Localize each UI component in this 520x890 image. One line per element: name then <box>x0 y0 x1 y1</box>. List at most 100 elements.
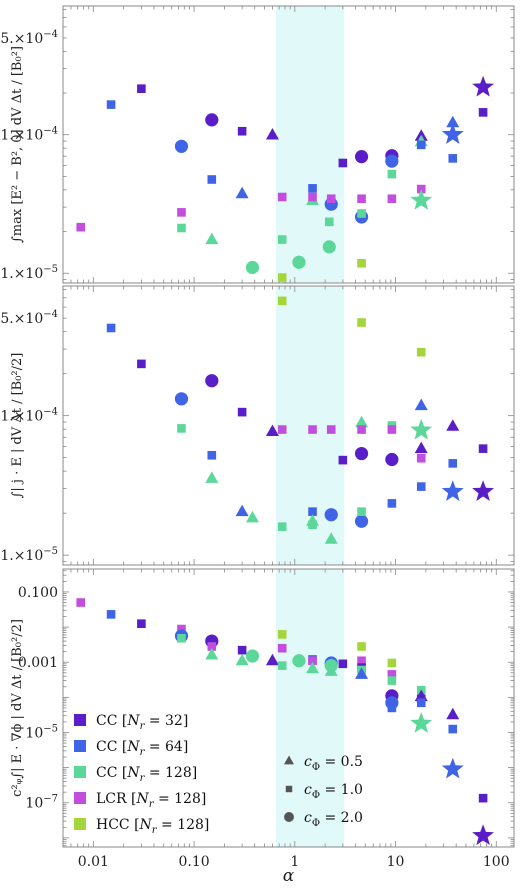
data-point <box>446 419 460 431</box>
x-tick-label: 1 <box>290 854 299 870</box>
legend-swatch <box>74 714 86 726</box>
data-point <box>277 643 287 653</box>
legend-swatch <box>74 792 86 804</box>
data-point <box>448 724 458 734</box>
y-tick-label: 1.×10−5 <box>0 546 58 564</box>
data-point <box>292 654 306 668</box>
panel-top: 1.×10−5 1.×10−4 5.×10−4∫max [E² − B², 0] d… <box>0 5 515 284</box>
legend-swatch <box>74 740 86 752</box>
data-point <box>237 126 247 136</box>
data-point <box>416 698 426 708</box>
data-point <box>441 480 464 502</box>
data-point <box>324 217 334 227</box>
data-point <box>177 208 186 217</box>
legend-marker <box>284 755 294 765</box>
legend-entry: HCC [Nr = 128] <box>96 817 209 836</box>
shaded-band <box>275 6 345 283</box>
data-point <box>205 232 219 245</box>
data-point <box>387 425 397 434</box>
data-point <box>472 480 495 502</box>
y-tick-label: 1.×10−4 <box>0 407 58 425</box>
legend-entry: cΦ = 2.0 <box>304 810 363 829</box>
data-point <box>277 661 287 670</box>
data-point <box>324 664 338 676</box>
data-point <box>174 139 189 153</box>
data-point <box>137 619 146 628</box>
data-point <box>338 659 348 669</box>
data-point <box>355 667 369 679</box>
legend: CC [Nr = 32] CC [Nr = 64] CC [Nr = 128] LCR… <box>74 713 363 836</box>
data-point <box>324 508 338 522</box>
data-point <box>387 169 397 179</box>
data-point <box>235 504 249 517</box>
data-point <box>106 323 116 333</box>
x-tick-label: 0.01 <box>78 854 109 870</box>
shaded-band <box>275 569 345 847</box>
y-tick-label: 10−7 <box>25 794 58 812</box>
data-point <box>416 140 426 150</box>
data-point <box>207 450 217 460</box>
data-point <box>338 455 348 465</box>
data-point <box>205 471 219 483</box>
data-point <box>354 446 369 461</box>
data-point <box>478 444 488 453</box>
legend-marker <box>284 812 294 822</box>
data-point <box>357 258 366 268</box>
data-point <box>205 374 219 388</box>
data-point <box>308 656 317 666</box>
data-point <box>338 158 348 168</box>
data-point <box>245 260 260 275</box>
data-point <box>385 154 399 168</box>
legend-entry: cΦ = 1.0 <box>304 782 363 801</box>
data-point <box>306 661 320 674</box>
data-point <box>326 194 336 204</box>
data-point <box>416 453 426 463</box>
data-point <box>324 532 338 544</box>
data-point <box>177 633 186 643</box>
y-axis-label: ∫max [E² − B², 0] dV Δt / [B₀²] <box>10 46 25 243</box>
data-point <box>207 175 217 184</box>
data-point <box>106 610 116 619</box>
data-point <box>265 128 279 140</box>
data-point <box>355 415 369 428</box>
data-point <box>292 255 306 269</box>
data-point <box>354 150 369 164</box>
data-point <box>387 658 397 668</box>
x-tick-label: 0.10 <box>178 854 209 870</box>
data-point <box>448 459 458 468</box>
legend-marker <box>285 785 293 793</box>
data-point <box>357 642 366 651</box>
data-point <box>410 712 433 733</box>
data-point <box>410 189 433 210</box>
data-point <box>308 425 317 434</box>
data-point <box>308 507 317 516</box>
data-point <box>245 510 259 523</box>
data-point <box>357 209 366 218</box>
data-point <box>137 84 146 93</box>
data-point <box>357 507 366 516</box>
data-point <box>277 273 287 282</box>
data-point <box>235 186 249 199</box>
data-point <box>387 194 397 204</box>
data-point <box>387 499 397 508</box>
data-point <box>410 418 433 440</box>
data-point <box>478 108 488 117</box>
data-point <box>237 407 247 417</box>
data-point <box>354 514 369 528</box>
data-point <box>237 645 247 655</box>
data-point <box>106 100 116 109</box>
data-point <box>308 184 317 193</box>
data-point <box>472 824 495 846</box>
data-point <box>326 425 336 434</box>
data-point <box>446 115 460 128</box>
legend-entry: LCR [Nr = 128] <box>96 791 206 810</box>
x-tick-label: 100 <box>483 854 510 870</box>
data-point <box>137 359 146 369</box>
data-point <box>416 482 426 491</box>
data-point <box>387 676 397 685</box>
data-point <box>357 318 366 327</box>
panel-bottom: 10−7 10−5 0.001 0.100 c²ᵩ∫| E · ∇ϕ | dV Δt /… <box>10 568 515 848</box>
data-point <box>357 194 366 204</box>
legend-entry: CC [Nr = 128] <box>96 765 197 784</box>
